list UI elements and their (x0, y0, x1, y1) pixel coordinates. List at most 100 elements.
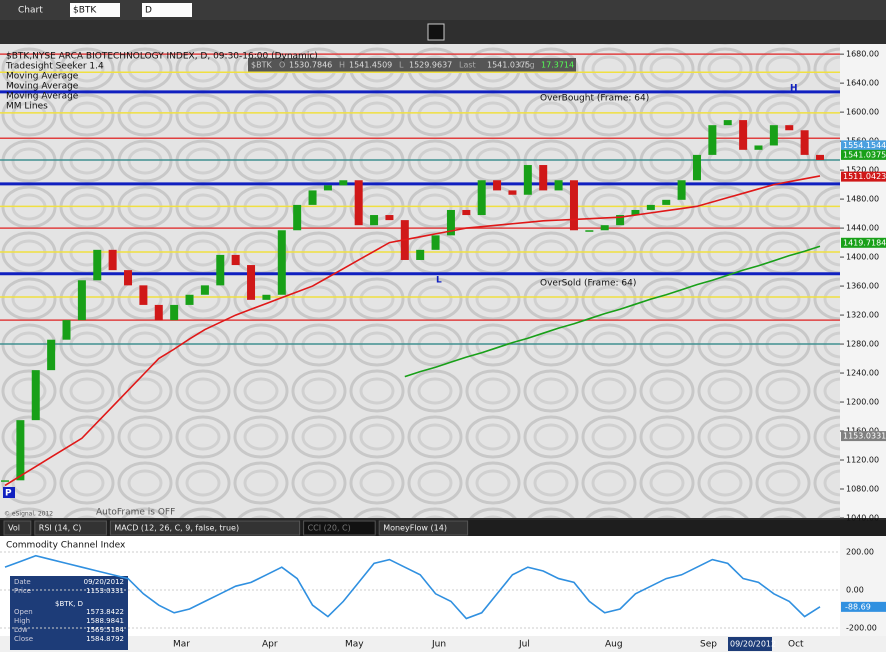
candle (554, 180, 563, 191)
indicator-tab-label[interactable]: CCI (20, C) (308, 524, 351, 533)
y-tick-label: -200.00 (846, 624, 877, 633)
annotation: OverSold (Frame: 64) (540, 279, 636, 289)
candle (154, 304, 163, 321)
price-label: 1541.0375 (843, 150, 886, 159)
indicator-tab-label[interactable]: Vol (8, 524, 20, 533)
candle (692, 154, 701, 181)
legend-entry: $BTK,NYSE ARCA BIOTECHNOLOGY INDEX, D, 0… (6, 52, 318, 62)
indicator-tab-label[interactable]: MACD (12, 26, C, 9, false, true) (114, 524, 239, 533)
candle (354, 180, 363, 226)
candle (200, 285, 209, 295)
indicator-tab[interactable] (109, 520, 301, 536)
y-tick-label: 1440.00 (846, 224, 879, 233)
legend-entry: MM Lines (6, 102, 48, 112)
x-tick-label: Jul (518, 640, 530, 650)
data-label: Low (14, 626, 28, 634)
candle (508, 190, 517, 195)
data-value: 1588.9841 (86, 617, 124, 625)
y-tick-label: 1360.00 (846, 282, 879, 291)
data-value: 1573.8422 (86, 608, 124, 616)
cursor-date-box (728, 637, 772, 651)
interval-box[interactable] (142, 3, 192, 17)
candle (385, 215, 394, 221)
price-label: 1153.0331 (843, 432, 886, 441)
price-label: 1419.7184 (843, 238, 886, 247)
marker: L (436, 276, 442, 286)
candle (139, 285, 148, 305)
data-value: 1584.8792 (86, 635, 124, 643)
annotation: AutoFrame is OFF (96, 508, 175, 518)
info-value: 1541.0375 (487, 61, 530, 70)
interval-input[interactable]: D (145, 6, 152, 16)
legend-entry: Moving Average (6, 72, 79, 82)
title-bar (0, 0, 886, 20)
price-label-box (841, 237, 886, 248)
indicator-tab-label[interactable]: RSI (14, C) (39, 524, 82, 533)
indicator-tab-label[interactable]: MoneyFlow (14) (383, 524, 447, 533)
data-symbol: $BTK, D (55, 600, 83, 608)
y-tick-label: 1600.00 (846, 108, 879, 117)
indicator-tab[interactable] (303, 520, 376, 536)
candle (308, 190, 317, 205)
indicator-tab[interactable] (3, 520, 32, 536)
symbol-box[interactable] (70, 3, 120, 17)
candle (185, 294, 194, 305)
candle (370, 215, 379, 226)
y-tick-label: 1480.00 (846, 195, 879, 204)
y-tick-label: 1520.00 (846, 166, 879, 175)
cci-axis (840, 536, 886, 636)
candle (631, 209, 640, 216)
info-value: 1529.9637 (409, 61, 452, 70)
data-label: Open (14, 608, 33, 616)
candle (493, 180, 502, 191)
candle (124, 270, 133, 286)
candle (539, 165, 548, 191)
candle (47, 339, 56, 371)
indicator-tab[interactable] (34, 520, 107, 536)
y-tick-label: 1280.00 (846, 340, 879, 349)
y-tick-label: 1080.00 (846, 485, 879, 494)
x-tick-label: Aug (605, 640, 623, 650)
y-tick-label: 1320.00 (846, 311, 879, 320)
y-tick-label: 200.00 (846, 547, 874, 556)
data-label: Price (14, 587, 31, 595)
candle (585, 230, 594, 232)
data-window (10, 576, 128, 650)
y-tick-label: 1400.00 (846, 253, 879, 262)
price-label: 1511.0423 (843, 172, 886, 181)
candle (754, 145, 763, 150)
data-value: 09/20/2012 (84, 578, 124, 586)
legend-entry: Moving Average (6, 82, 79, 92)
candle (93, 249, 102, 281)
candle (800, 130, 809, 155)
candle (446, 209, 455, 236)
x-tick-label: Sep (700, 640, 717, 650)
candle (16, 420, 25, 481)
legend-entry: Tradesight Seeker 1.4 (5, 62, 104, 72)
candle (785, 125, 794, 131)
info-symbol: $BTK (251, 61, 272, 70)
x-tick-label: May (345, 640, 364, 650)
info-value: 17.3714 (541, 61, 574, 70)
toolbar-button[interactable] (427, 23, 445, 41)
candle (616, 215, 625, 226)
y-tick-label: 0.00 (846, 585, 864, 594)
y-tick-label: 1680.00 (846, 50, 879, 59)
x-tick-label: Jun (431, 640, 446, 650)
price-label: 1554.1544 (843, 141, 886, 150)
marker-box (3, 487, 15, 498)
data-value: 1153.0331 (86, 587, 124, 595)
info-label: Last (459, 61, 476, 70)
candle (816, 154, 824, 160)
candle (170, 304, 179, 321)
symbol-input[interactable]: $BTK (73, 6, 97, 16)
data-value: 1569.5184 (86, 626, 124, 634)
cci-last-box (841, 601, 886, 612)
info-label: O (279, 61, 285, 70)
cci-panel (0, 536, 840, 636)
candle (600, 225, 609, 231)
indicator-tab[interactable] (378, 520, 469, 536)
x-tick-label: Oct (788, 640, 804, 650)
info-label: H (339, 61, 345, 70)
